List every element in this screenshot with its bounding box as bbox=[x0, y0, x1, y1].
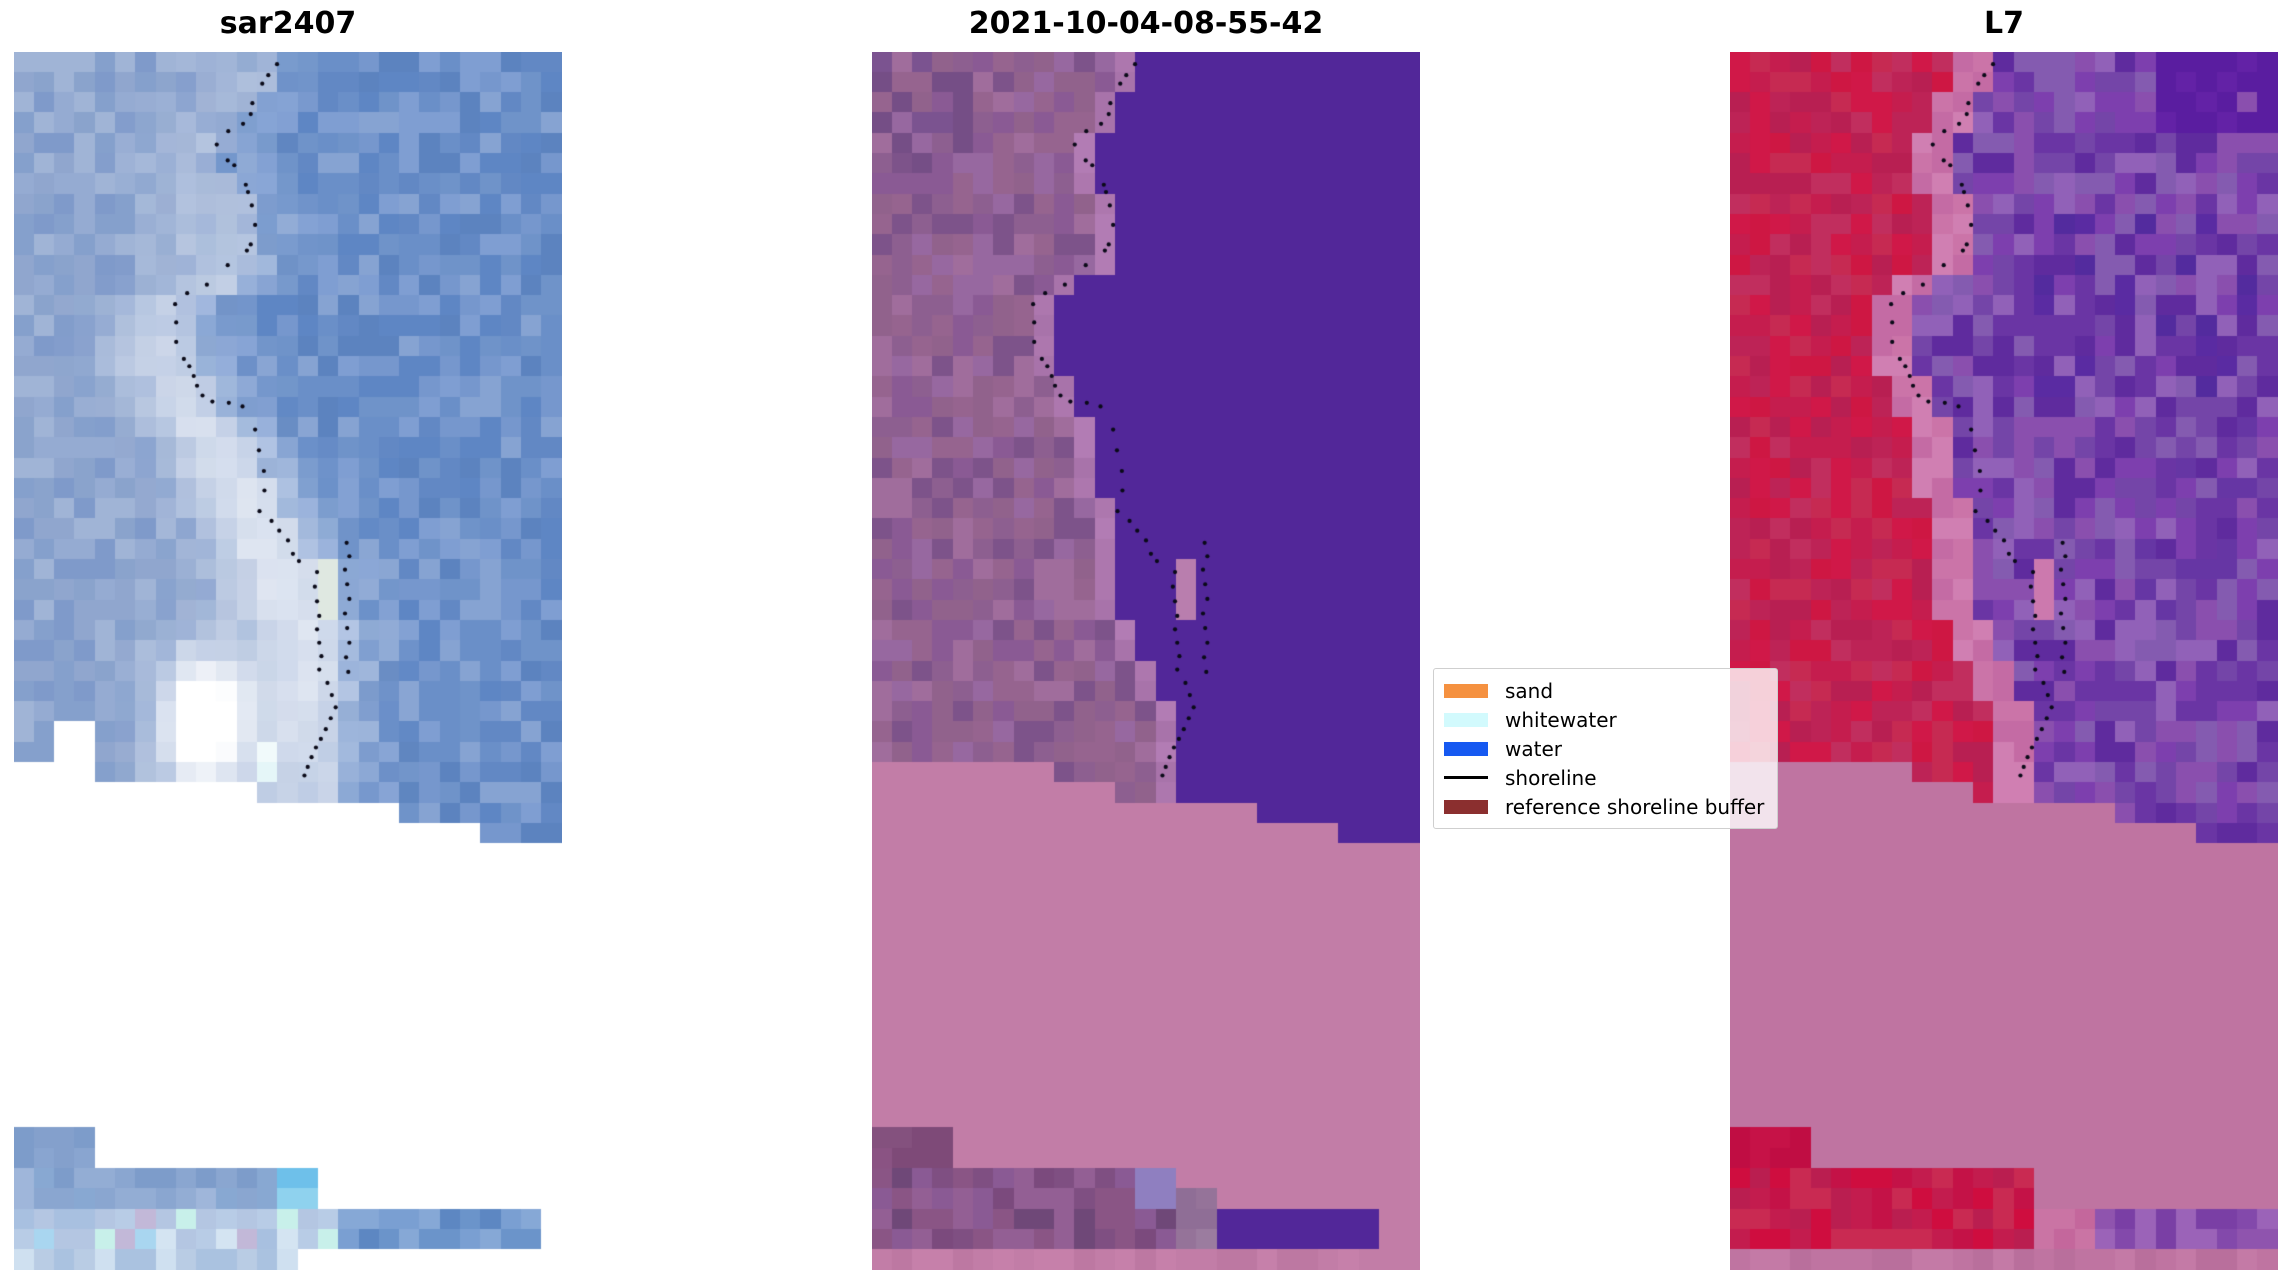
panel-sar2407: sar2407 bbox=[14, 6, 562, 1270]
legend-item-whitewater: whitewater bbox=[1444, 705, 1767, 734]
legend-item-label: whitewater bbox=[1505, 707, 1617, 732]
legend-swatch-shoreline-icon bbox=[1444, 776, 1488, 779]
panel-classified-2021-10-04: 2021-10-04-08-55-42 bbox=[872, 6, 1420, 1270]
legend-item-sand: sand bbox=[1444, 676, 1767, 705]
legend-item-reference-shoreline-buffer: reference shoreline buffer bbox=[1444, 792, 1767, 821]
satellite-image-canvas bbox=[14, 52, 562, 1270]
panel-title: L7 bbox=[1984, 6, 2024, 41]
legend: sand whitewater water shoreline reference sh… bbox=[1433, 668, 1778, 829]
legend-item-label: reference shoreline buffer bbox=[1505, 794, 1765, 819]
legend-item-shoreline: shoreline bbox=[1444, 763, 1767, 792]
legend-swatch-sand-icon bbox=[1444, 683, 1488, 698]
satellite-image-canvas bbox=[872, 52, 1420, 1270]
legend-swatch-water-icon bbox=[1444, 741, 1488, 756]
satellite-image-canvas bbox=[1730, 52, 2278, 1270]
legend-item-label: sand bbox=[1505, 678, 1554, 703]
legend-swatch-whitewater-icon bbox=[1444, 712, 1488, 727]
panel-l7: L7 bbox=[1730, 6, 2278, 1270]
legend-swatch-reference-shoreline-buffer-icon bbox=[1444, 799, 1488, 814]
legend-item-water: water bbox=[1444, 734, 1767, 763]
legend-item-label: shoreline bbox=[1505, 765, 1597, 790]
panel-title: sar2407 bbox=[219, 6, 357, 41]
legend-item-label: water bbox=[1505, 736, 1562, 761]
panel-title: 2021-10-04-08-55-42 bbox=[968, 6, 1324, 41]
